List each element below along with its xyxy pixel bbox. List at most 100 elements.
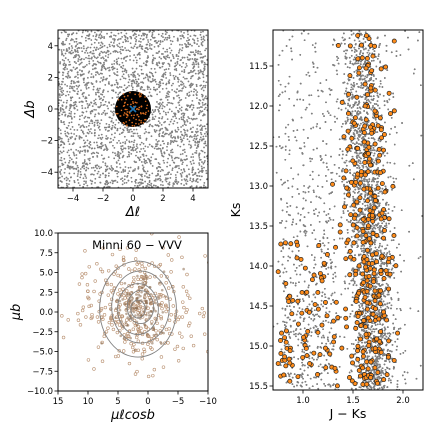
field-star (85, 110, 88, 113)
field-star (162, 53, 164, 55)
field-star (116, 60, 119, 63)
field-star (181, 163, 184, 166)
field-star (59, 86, 62, 88)
field-star (63, 111, 66, 114)
field-star (198, 76, 200, 79)
field-star (124, 126, 126, 129)
field-star (135, 145, 138, 147)
field-star (152, 111, 155, 113)
field-star (126, 128, 129, 131)
pm-field-star (127, 361, 132, 366)
field-star (131, 67, 134, 70)
field-star (118, 163, 121, 165)
field-star (158, 107, 161, 110)
field-star (103, 63, 105, 66)
field-star (112, 67, 115, 70)
field-star (68, 61, 71, 63)
field-star (158, 163, 161, 166)
field-star (200, 84, 203, 87)
field-star (81, 104, 83, 107)
field-star (202, 89, 205, 92)
field-star (58, 37, 61, 40)
field-star (171, 169, 174, 171)
pm-field-star (106, 293, 111, 297)
field-star (99, 174, 102, 176)
field-star (58, 99, 61, 101)
field-star (167, 142, 169, 144)
field-star (140, 34, 143, 37)
field-star (77, 81, 80, 83)
field-star (90, 173, 92, 176)
field-star (143, 89, 146, 91)
field-star (191, 58, 194, 60)
pm-field-star (121, 255, 126, 259)
field-star (93, 141, 96, 144)
field-star (77, 173, 79, 175)
field-star (153, 40, 156, 43)
field-star (192, 106, 195, 109)
field-star (94, 177, 97, 180)
pm-member-star (123, 282, 127, 285)
field-star (73, 179, 76, 182)
field-star (180, 175, 183, 178)
pm-field-star (140, 264, 144, 269)
field-star (195, 51, 197, 53)
field-star (176, 156, 178, 159)
field-star (166, 56, 169, 58)
field-star (162, 76, 165, 78)
field-star (160, 123, 163, 126)
pm-field-star (122, 333, 127, 337)
field-star (107, 156, 110, 158)
field-star (124, 166, 127, 168)
field-star (107, 53, 110, 56)
field-star (85, 87, 88, 90)
member-star (138, 108, 140, 111)
field-star (193, 39, 196, 42)
field-star (60, 156, 63, 159)
field-star (93, 67, 96, 70)
sky-map-xtick-label: −4 (67, 194, 80, 204)
field-star (161, 88, 164, 90)
field-star (196, 58, 199, 61)
field-star (127, 166, 130, 169)
field-star (197, 50, 199, 53)
field-star (140, 148, 142, 150)
field-star (148, 75, 151, 78)
density-contour (130, 299, 146, 319)
field-star (135, 33, 137, 36)
field-star (100, 154, 103, 157)
member-star (126, 125, 128, 127)
field-star (117, 121, 120, 124)
field-star (135, 148, 138, 150)
pm-field-star (83, 271, 88, 276)
field-star (153, 88, 155, 91)
field-star (159, 43, 161, 46)
field-star (150, 182, 153, 185)
field-star (124, 35, 127, 38)
field-star (145, 51, 148, 54)
field-star (83, 161, 86, 164)
pm-field-star (129, 341, 133, 346)
field-star (64, 114, 67, 117)
field-star (59, 129, 62, 132)
field-star (72, 80, 75, 83)
field-star (171, 151, 174, 154)
field-star (92, 35, 95, 37)
field-star (112, 121, 115, 124)
field-star (113, 60, 116, 62)
field-star (120, 57, 123, 60)
field-star (151, 36, 154, 39)
field-star (112, 139, 115, 141)
field-star (134, 78, 137, 81)
field-star (70, 148, 73, 151)
field-star (191, 83, 194, 86)
field-star (190, 75, 193, 78)
field-star (163, 142, 165, 145)
field-star (203, 166, 205, 169)
field-star (118, 154, 120, 156)
pm-field-star (133, 372, 138, 376)
field-star (60, 51, 63, 53)
field-star (129, 59, 131, 61)
field-star (87, 116, 89, 119)
pm-field-star (135, 335, 139, 340)
